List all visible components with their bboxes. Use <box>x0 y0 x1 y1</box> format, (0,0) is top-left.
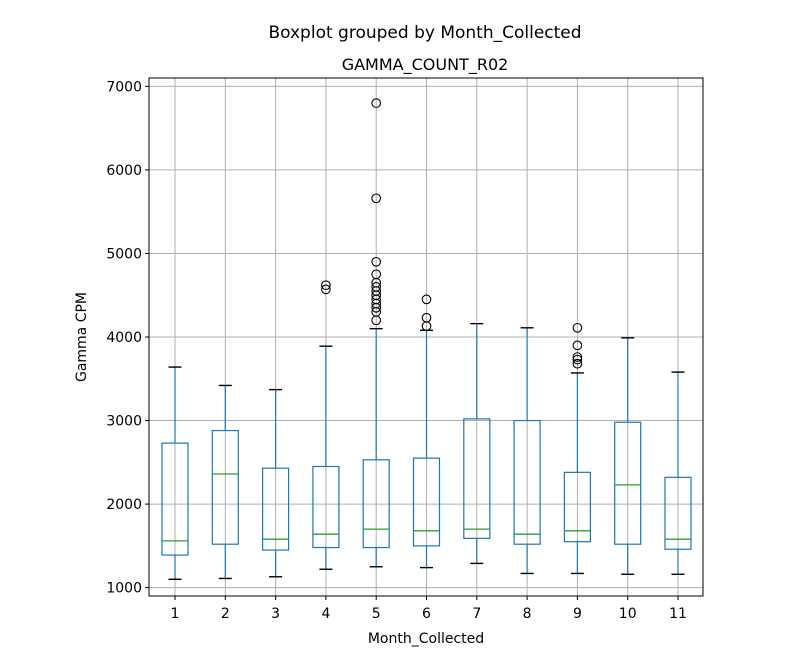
box-month-4 <box>312 280 340 570</box>
box-iqr <box>262 467 290 551</box>
box-iqr <box>362 459 390 549</box>
x-tick-label: 4 <box>321 606 330 622</box>
box-month-3 <box>262 388 290 578</box>
x-tick-label: 9 <box>573 606 582 622</box>
x-tick-label: 11 <box>669 606 687 622</box>
x-axis-label: Month_Collected <box>368 631 484 647</box>
box-iqr <box>312 465 340 549</box>
box-month-6 <box>412 294 441 569</box>
outlier-point <box>572 352 583 362</box>
x-tick-label: 2 <box>221 606 230 622</box>
box-month-7 <box>463 322 491 565</box>
outlier-point <box>371 282 382 292</box>
box-iqr <box>513 419 541 545</box>
y-tick-label: 2000 <box>106 497 142 513</box>
box-iqr <box>211 429 239 545</box>
box-iqr <box>412 457 441 547</box>
outlier-point <box>371 98 382 108</box>
y-tick-label: 1000 <box>106 581 142 597</box>
outlier-point <box>371 269 382 280</box>
x-tick-label: 1 <box>171 606 180 622</box>
y-tick-label: 6000 <box>106 163 142 179</box>
x-tick-label: 10 <box>619 606 637 622</box>
box-iqr <box>463 418 491 539</box>
box-month-5 <box>362 98 390 568</box>
outlier-point <box>371 256 382 267</box>
y-tick-label: 7000 <box>106 79 142 95</box>
box-iqr <box>563 471 592 543</box>
box-month-9 <box>563 322 592 575</box>
y-tick-label: 4000 <box>106 330 142 346</box>
x-tick-label: 8 <box>523 606 532 622</box>
box-month-10 <box>614 337 642 575</box>
chart-title: GAMMA_COUNT_R02 <box>342 55 509 75</box>
outlier-point <box>321 284 331 295</box>
y-axis-label: Gamma CPM <box>74 292 90 382</box>
chart-suptitle: Boxplot grouped by Month_Collected <box>268 23 581 43</box>
y-tick-label: 3000 <box>106 414 142 430</box>
x-axis-ticks: 1 2 3 4 5 6 7 8 9 10 11 <box>171 596 687 622</box>
box-month-1 <box>161 366 189 580</box>
box-month-2 <box>211 384 239 580</box>
box-iqr <box>664 476 692 550</box>
x-tick-label: 7 <box>472 606 481 622</box>
box-iqr <box>614 421 642 545</box>
box-month-8 <box>513 327 541 575</box>
box-iqr <box>161 442 189 556</box>
outlier-point <box>572 358 583 369</box>
y-tick-label: 5000 <box>106 246 142 262</box>
outlier-point <box>421 294 432 305</box>
x-tick-label: 3 <box>271 606 280 622</box>
outlier-point <box>371 193 382 204</box>
y-axis-ticks: 1000 2000 3000 4000 5000 6000 7000 <box>106 79 149 597</box>
boxes-group <box>161 98 692 580</box>
x-tick-label: 6 <box>422 606 431 622</box>
outlier-point <box>421 312 432 323</box>
outlier-point <box>572 354 583 365</box>
outlier-point <box>572 340 583 351</box>
box-month-11 <box>664 371 692 575</box>
x-tick-label: 5 <box>372 606 381 622</box>
outlier-point <box>321 280 331 291</box>
outlier-point <box>572 322 583 333</box>
